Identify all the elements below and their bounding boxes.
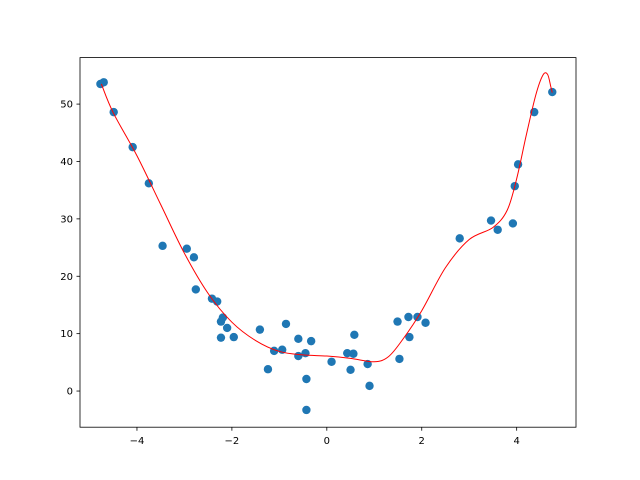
data-point xyxy=(302,374,311,384)
x-tick-label: 0 xyxy=(324,436,330,447)
x-tick-label: −2 xyxy=(225,436,240,447)
y-tick-label: 10 xyxy=(60,329,73,340)
data-point xyxy=(222,323,232,333)
y-tick-label: 40 xyxy=(60,157,73,168)
data-point xyxy=(486,216,496,225)
data-point xyxy=(158,241,167,251)
x-tick-label: 4 xyxy=(513,436,519,447)
data-point xyxy=(109,107,118,117)
data-point xyxy=(365,381,374,391)
data-point xyxy=(508,219,518,228)
x-axis: −4 −2 0 2 4 xyxy=(130,427,520,447)
fit-curve xyxy=(100,72,553,363)
data-point xyxy=(281,319,291,329)
data-point xyxy=(405,332,414,342)
x-tick-label: 2 xyxy=(419,436,425,447)
data-point xyxy=(263,365,273,374)
data-point xyxy=(182,244,191,253)
data-point xyxy=(191,285,201,294)
data-point xyxy=(404,312,413,322)
data-point xyxy=(395,354,404,364)
data-point xyxy=(493,225,502,234)
data-point xyxy=(393,317,402,326)
data-point xyxy=(346,365,355,375)
data-point xyxy=(294,334,303,344)
data-point xyxy=(350,330,359,339)
data-point xyxy=(306,336,316,346)
data-point xyxy=(302,405,311,415)
data-point xyxy=(421,318,430,327)
data-point xyxy=(216,317,226,326)
data-point xyxy=(349,349,358,358)
y-tick-label: 50 xyxy=(60,100,73,111)
y-tick-label: 20 xyxy=(60,272,73,283)
data-point xyxy=(343,348,352,358)
data-point xyxy=(255,325,265,334)
data-point xyxy=(229,332,238,342)
y-tick-label: 30 xyxy=(60,214,73,225)
plot-area xyxy=(96,72,557,415)
data-point xyxy=(455,234,464,243)
y-tick-label: 0 xyxy=(67,387,73,398)
data-point xyxy=(189,253,199,262)
x-tick-label: −4 xyxy=(130,436,145,447)
axes-frame xyxy=(79,57,577,428)
data-point xyxy=(144,179,154,188)
data-point xyxy=(327,357,336,366)
data-point xyxy=(301,348,310,358)
data-point xyxy=(99,78,108,87)
data-point xyxy=(216,333,226,342)
y-axis: 0 10 20 30 40 50 xyxy=(60,100,80,398)
